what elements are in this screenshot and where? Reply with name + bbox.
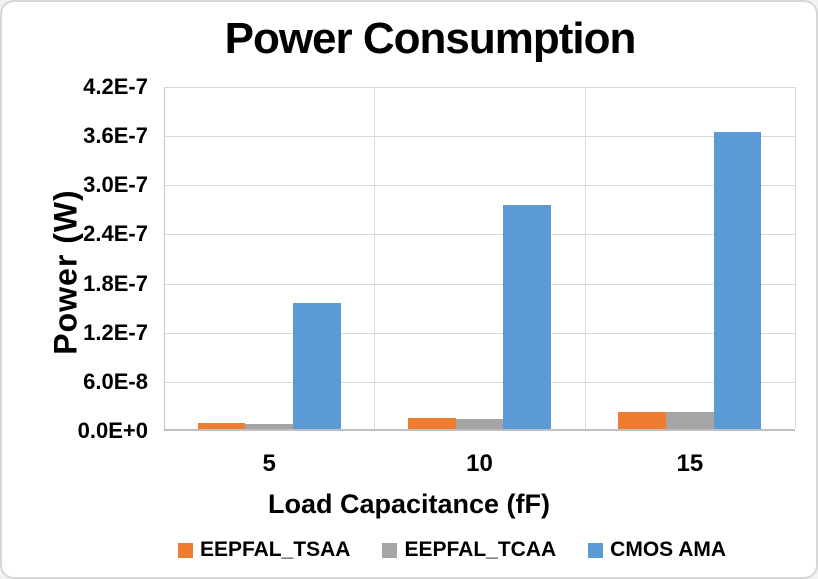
- horizontal-gridline: [164, 332, 795, 334]
- bar-eepfal-tcaa-5: [245, 424, 293, 429]
- chart-title: Power Consumption: [224, 14, 637, 63]
- bar-eepfal-tcaa-15: [666, 412, 714, 429]
- horizontal-gridline: [164, 283, 795, 285]
- legend-item-cmos-ama: CMOS AMA: [588, 538, 726, 562]
- x-tick-label-5: 5: [262, 450, 276, 477]
- bar-group-10: [374, 205, 584, 429]
- y-tick-label: 2.4E-7: [83, 221, 148, 247]
- horizontal-gridline: [164, 87, 795, 88]
- legend-item-eepfal-tsaa: EEPFAL_TSAA: [177, 538, 351, 562]
- bar-eepfal-tsaa-5: [197, 423, 246, 429]
- bar-cmos-ama-5: [292, 302, 341, 429]
- x-tick-label-10: 10: [466, 450, 493, 477]
- horizontal-gridline: [164, 136, 795, 138]
- bar-eepfal-tsaa-15: [618, 411, 667, 429]
- y-tick-label: 3.0E-7: [83, 172, 148, 198]
- legend-label: CMOS AMA: [610, 538, 727, 561]
- legend-item-eepfal-tcaa: EEPFAL_TCAA: [382, 538, 556, 562]
- legend-label: EEPFAL_TSAA: [199, 538, 351, 561]
- vertical-gridline: [795, 87, 796, 429]
- y-tick-label: 3.6E-7: [83, 123, 148, 149]
- vertical-gridline: [584, 87, 586, 429]
- plot-area: [164, 87, 796, 431]
- bar-cmos-ama-10: [503, 205, 551, 429]
- vertical-gridline: [374, 87, 376, 429]
- y-tick-label: 1.2E-7: [83, 319, 148, 345]
- bar-eepfal-tcaa-10: [455, 419, 504, 429]
- legend-swatch-icon: [177, 542, 193, 558]
- legend: EEPFAL_TSAA EEPFAL_TCAA CMOS AMA: [45, 538, 816, 562]
- x-tick-label-15: 15: [676, 450, 704, 477]
- bar-group-15: [585, 131, 795, 429]
- y-tick-label: 6.0E-8: [83, 368, 148, 394]
- legend-swatch-icon: [588, 542, 604, 558]
- bar-eepfal-tsaa-10: [408, 418, 456, 429]
- horizontal-gridline: [164, 185, 795, 187]
- bar-cmos-ama-15: [713, 131, 762, 429]
- horizontal-gridline: [164, 381, 795, 383]
- x-axis-title: Load Capacitance (fF): [267, 489, 551, 519]
- legend-swatch-icon: [382, 542, 398, 558]
- y-axis-line: [164, 87, 165, 429]
- horizontal-gridline: [164, 234, 795, 236]
- y-tick-label: 1.8E-7: [83, 270, 148, 296]
- y-tick-label: 4.2E-7: [83, 74, 148, 99]
- y-tick-label: 0.0E+0: [77, 418, 148, 443]
- bar-group-5: [164, 302, 374, 429]
- legend-label: EEPFAL_TCAA: [404, 538, 557, 561]
